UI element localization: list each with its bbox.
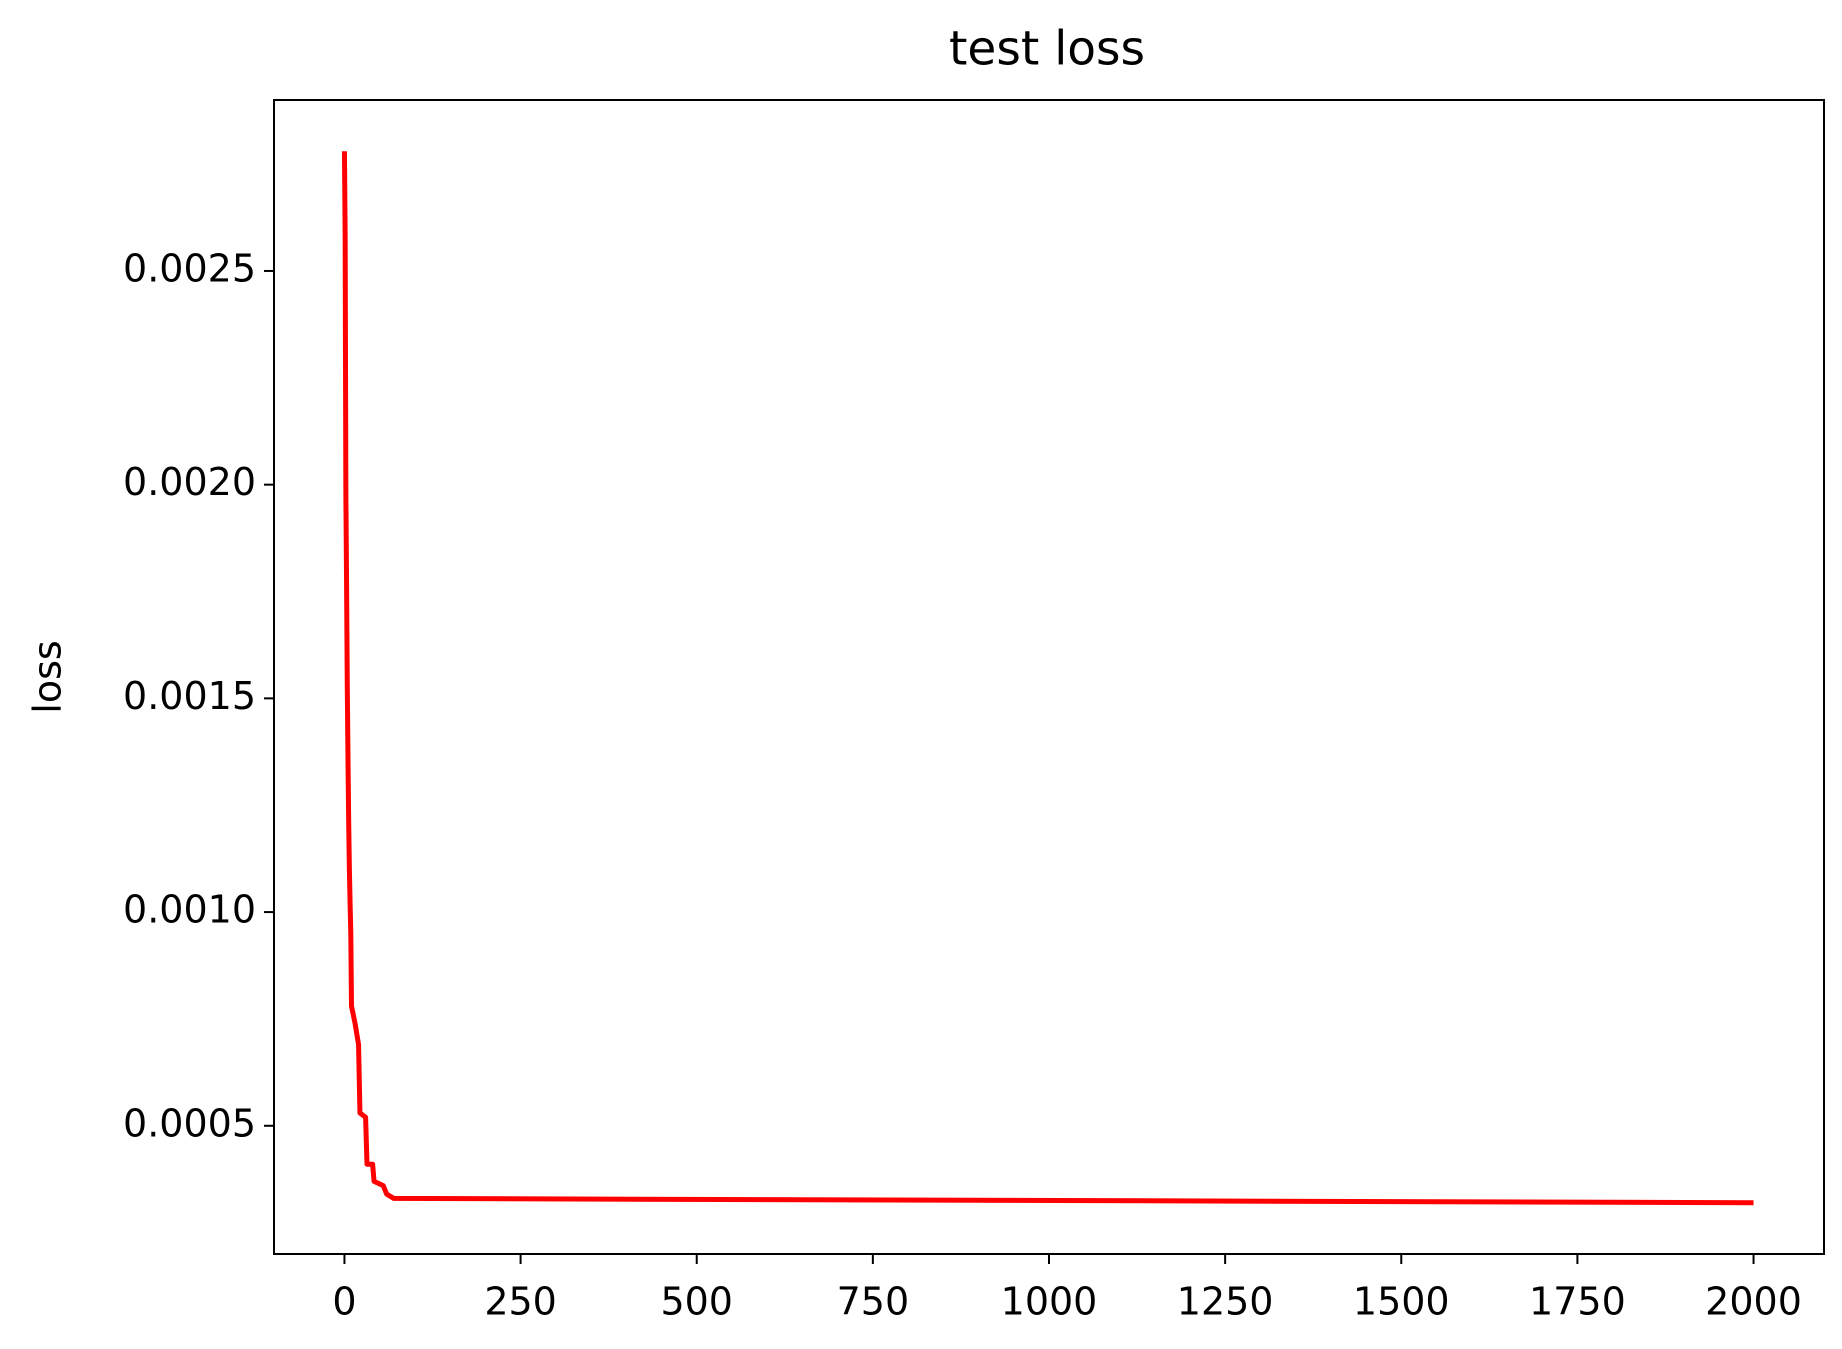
loss-line — [341, 151, 1754, 1206]
x-tick-label: 500 — [660, 1280, 733, 1324]
y-tick-label: 0.0015 — [123, 674, 256, 718]
x-tick-label: 1250 — [1177, 1280, 1274, 1324]
x-tick-label: 1500 — [1353, 1280, 1450, 1324]
y-tick-label: 0.0025 — [123, 246, 256, 290]
y-tick-label: 0.0005 — [123, 1101, 256, 1145]
x-tick-label: 1750 — [1529, 1280, 1626, 1324]
y-tick-label: 0.0010 — [123, 888, 256, 932]
y-tick-label: 0.0020 — [123, 460, 256, 504]
y-axis-label: loss — [26, 640, 70, 713]
x-tick-label: 750 — [837, 1280, 910, 1324]
chart-title: test loss — [949, 22, 1145, 77]
x-tick-label: 250 — [484, 1280, 557, 1324]
x-tick-label: 1000 — [1001, 1280, 1098, 1324]
x-tick-label: 2000 — [1705, 1280, 1802, 1324]
x-tick-label: 0 — [332, 1280, 356, 1324]
plot-frame — [273, 99, 1825, 1255]
